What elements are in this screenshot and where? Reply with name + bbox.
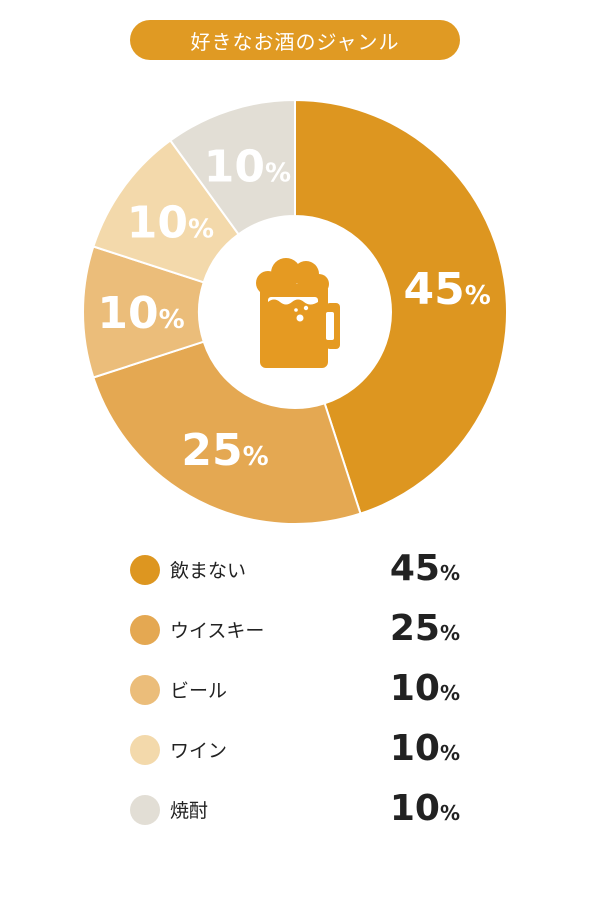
legend-swatch-icon [130,795,160,825]
slice-label: 25% [181,425,268,476]
legend-label: ビール [170,680,228,702]
legend-swatch-icon [130,675,160,705]
donut-chart: 45%25%10%10%10% [82,98,508,525]
legend-item: 飲まない 45% [130,548,470,608]
legend-label: 飲まない [170,560,247,582]
legend-value: 10% [389,668,460,709]
legend-value: 25% [389,608,460,649]
legend-value: 45% [389,548,460,589]
legend-swatch-icon [130,735,160,765]
legend-swatch-icon [130,555,160,585]
legend: 飲まない 45% ウイスキー 25% ビール 10% ワイン 10% 焼酎 10… [130,548,470,848]
slice-label: 10% [97,288,184,339]
legend-item: ビール 10% [130,668,470,728]
pie-slice [294,98,508,515]
beer-mug-icon [256,258,340,368]
legend-swatch-icon [130,615,160,645]
legend-value: 10% [389,728,460,769]
legend-label: ウイスキー [170,620,265,642]
legend-label: 焼酎 [170,800,209,822]
slice-label: 45% [403,264,490,315]
legend-item: ワイン 10% [130,728,470,788]
pie-slice [168,98,296,236]
legend-item: ウイスキー 25% [130,608,470,668]
pie-slice [92,340,362,525]
legend-item: 焼酎 10% [130,788,470,848]
chart-title: 好きなお酒のジャンル [130,20,460,60]
legend-label: ワイン [170,740,228,762]
pie-slices [82,98,508,525]
legend-value: 10% [389,788,460,829]
